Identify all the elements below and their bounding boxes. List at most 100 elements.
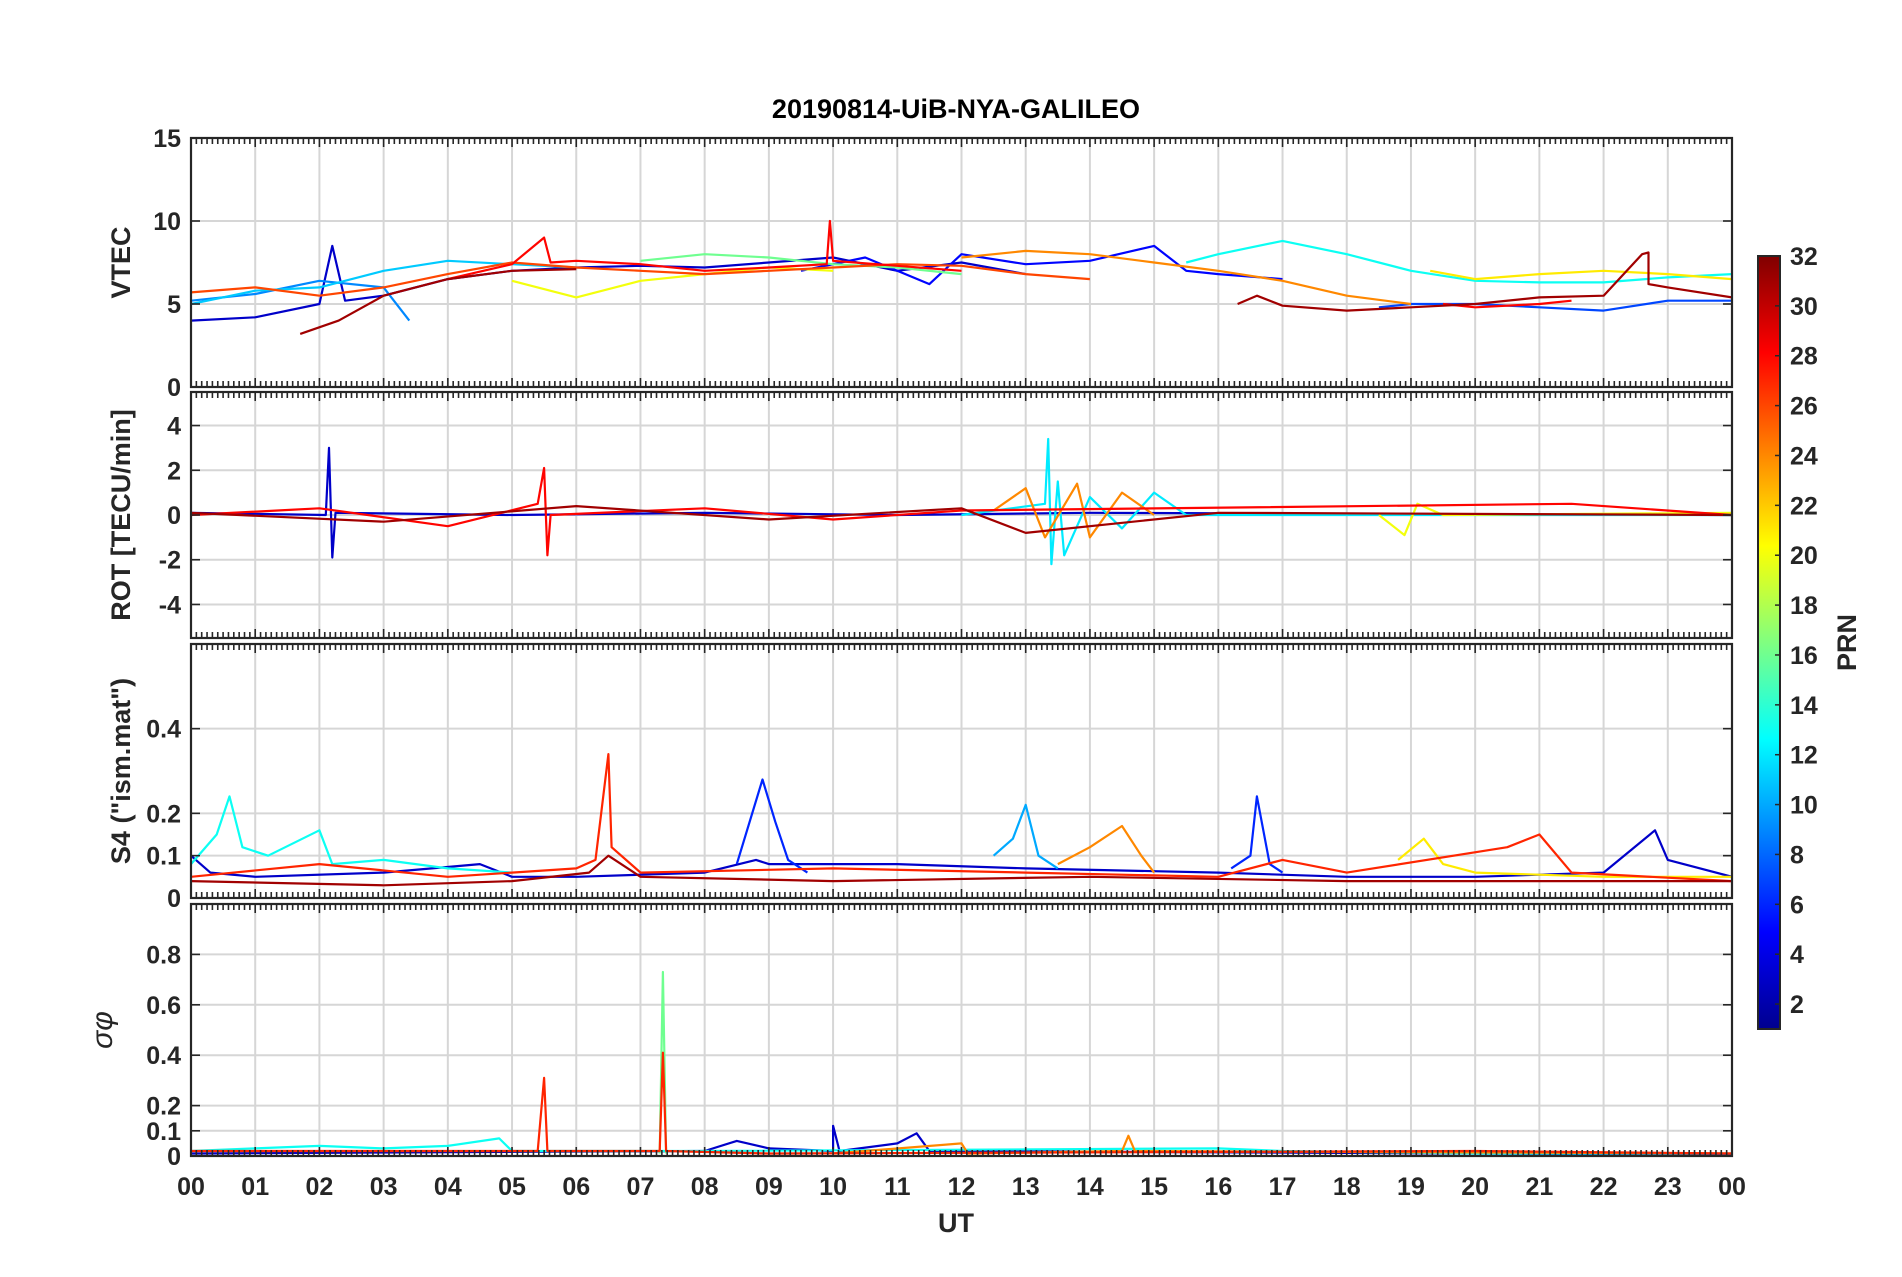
x-tick-label: 05 [498, 1173, 526, 1201]
series-line-prn-26 [191, 261, 1090, 297]
colorbar-frame [1757, 255, 1781, 1030]
series-line-prn-20 [511, 266, 834, 299]
series-line-prn-24 [1057, 824, 1155, 874]
series-line-prn-31 [1237, 251, 1732, 312]
x-tick-label: 00 [177, 1173, 205, 1201]
y-tick-label: 0 [167, 1143, 181, 1171]
series-line-prn-3 [191, 1124, 1732, 1156]
panel-sigma_phi: 00.10.2 0.4 0.6 0.8 σφ [86, 902, 1734, 1171]
series-line-prn-5 [800, 244, 1283, 286]
series-line-prn-31 [299, 268, 577, 335]
x-tick-label: 18 [1333, 1173, 1361, 1201]
panel-s4: 0 0.1 0.2 0.4 S4 ("ism.mat") [106, 642, 1734, 913]
x-tick-label: 17 [1269, 1173, 1297, 1201]
y-tick-label: 0.2 [146, 800, 181, 828]
series-line-prn-16 [640, 253, 962, 276]
colorbar-gradient [1758, 256, 1780, 1029]
colorbar-tick-label: 2 [1790, 991, 1804, 1019]
series-line-prn-31 [191, 854, 1732, 887]
series-line-prn-10 [992, 803, 1059, 870]
x-tick-label: 06 [562, 1173, 590, 1201]
panel-frame [189, 642, 1734, 900]
panel-frame [189, 136, 1734, 389]
y-tick-label: 0.1 [146, 843, 181, 871]
panel-frame [189, 902, 1734, 1158]
series-line-prn-28 [191, 466, 1732, 557]
colorbar-label: PRN [1832, 614, 1862, 671]
colorbar-tick-label: 20 [1790, 542, 1818, 570]
series-group [191, 753, 1732, 887]
series-line-prn-28 [447, 219, 962, 281]
series-line-prn-24 [961, 249, 1412, 306]
series-group [191, 437, 1732, 566]
x-tick-label: 11 [884, 1173, 911, 1201]
x-tick-label: 01 [241, 1173, 269, 1201]
x-tick-labels: 00 01 02 03 04 05 06 07 08 09 10 11 12 13 14 15 16 17 18 19… [177, 1173, 1746, 1201]
x-tick-label: 23 [1654, 1173, 1682, 1201]
colorbar-tick-label: 22 [1790, 492, 1818, 520]
series-line-prn-21 [1397, 837, 1732, 878]
y-tick-label: 5 [167, 291, 181, 319]
y-tick-label: 0.1 [146, 1118, 181, 1146]
y-tick-label: 4 [167, 413, 181, 441]
y-tick-label: -2 [159, 547, 181, 575]
y-axis-label-rot: ROT [TECU/min] [106, 409, 136, 620]
y-tick-label: 0 [167, 502, 181, 530]
colorbar-tick-label: 6 [1790, 891, 1804, 919]
colorbar-tick-label: 28 [1790, 343, 1818, 371]
x-tick-label: 15 [1140, 1173, 1168, 1201]
x-tick-label: 19 [1397, 1173, 1425, 1201]
x-tick-label: 14 [1076, 1173, 1104, 1201]
series-line-prn-3 [191, 829, 1732, 878]
x-tick-label: 07 [627, 1173, 655, 1201]
x-tick-label: 00 [1718, 1173, 1746, 1201]
x-tick-label: 02 [306, 1173, 334, 1201]
series-line-prn-13 [191, 795, 513, 874]
colorbar-tick-label: 18 [1790, 592, 1818, 620]
y-tick-label: 0 [167, 885, 181, 913]
panel-vtec: 0 5 10 15 VTEC [106, 125, 1734, 402]
y-tick-label: 0.4 [146, 1042, 181, 1070]
x-tick-label: 12 [948, 1173, 976, 1201]
x-tick-label: 08 [691, 1173, 719, 1201]
panel-frame [189, 390, 1734, 640]
x-axis-label: UT [938, 1208, 974, 1238]
colorbar-tick-label: 10 [1790, 792, 1818, 820]
y-axis-label-vtec: VTEC [106, 226, 136, 298]
series-line-prn-6 [735, 778, 809, 874]
series-line-prn-21 [1430, 269, 1732, 281]
colorbar-tick-label: 26 [1790, 393, 1818, 421]
x-tick-label: 20 [1461, 1173, 1489, 1201]
series-line-prn-6 [1230, 795, 1284, 874]
x-tick-label: 21 [1525, 1173, 1553, 1201]
colorbar-tick-label: 30 [1790, 293, 1818, 321]
y-tick-label: -4 [159, 591, 181, 619]
colorbar-tick-label: 32 [1790, 243, 1818, 271]
y-tick-label: 2 [167, 457, 181, 485]
y-tick-label: 0.2 [146, 1093, 181, 1121]
series-group [191, 219, 1732, 335]
y-tick-label: 0 [167, 374, 181, 402]
series-line-prn-12 [961, 437, 1732, 566]
panel-rot: -4 -2 0 2 4 ROT [TECU/min] [106, 390, 1734, 640]
colorbar-tick-label: 12 [1790, 742, 1818, 770]
y-tick-label: 15 [153, 125, 181, 153]
figure-title: 20190814-UiB-NYA-GALILEO [772, 94, 1140, 124]
colorbar-tick-label: 14 [1790, 692, 1818, 720]
y-tick-label: 10 [153, 208, 181, 236]
colorbar-tick-label: 4 [1790, 941, 1804, 969]
x-tick-label: 03 [370, 1173, 398, 1201]
colorbar-tick-label: 8 [1790, 841, 1804, 869]
series-line-prn-27 [191, 753, 1732, 883]
series-line-prn-3 [191, 446, 1732, 559]
x-tick-label: 09 [755, 1173, 783, 1201]
series-line-prn-13 [1185, 239, 1732, 284]
colorbar-tick-label: 16 [1790, 642, 1818, 670]
series-line-prn-24 [992, 482, 1155, 539]
x-tick-label: 22 [1590, 1173, 1618, 1201]
x-tick-label: 16 [1204, 1173, 1232, 1201]
series-line-prn-31 [191, 505, 1732, 534]
